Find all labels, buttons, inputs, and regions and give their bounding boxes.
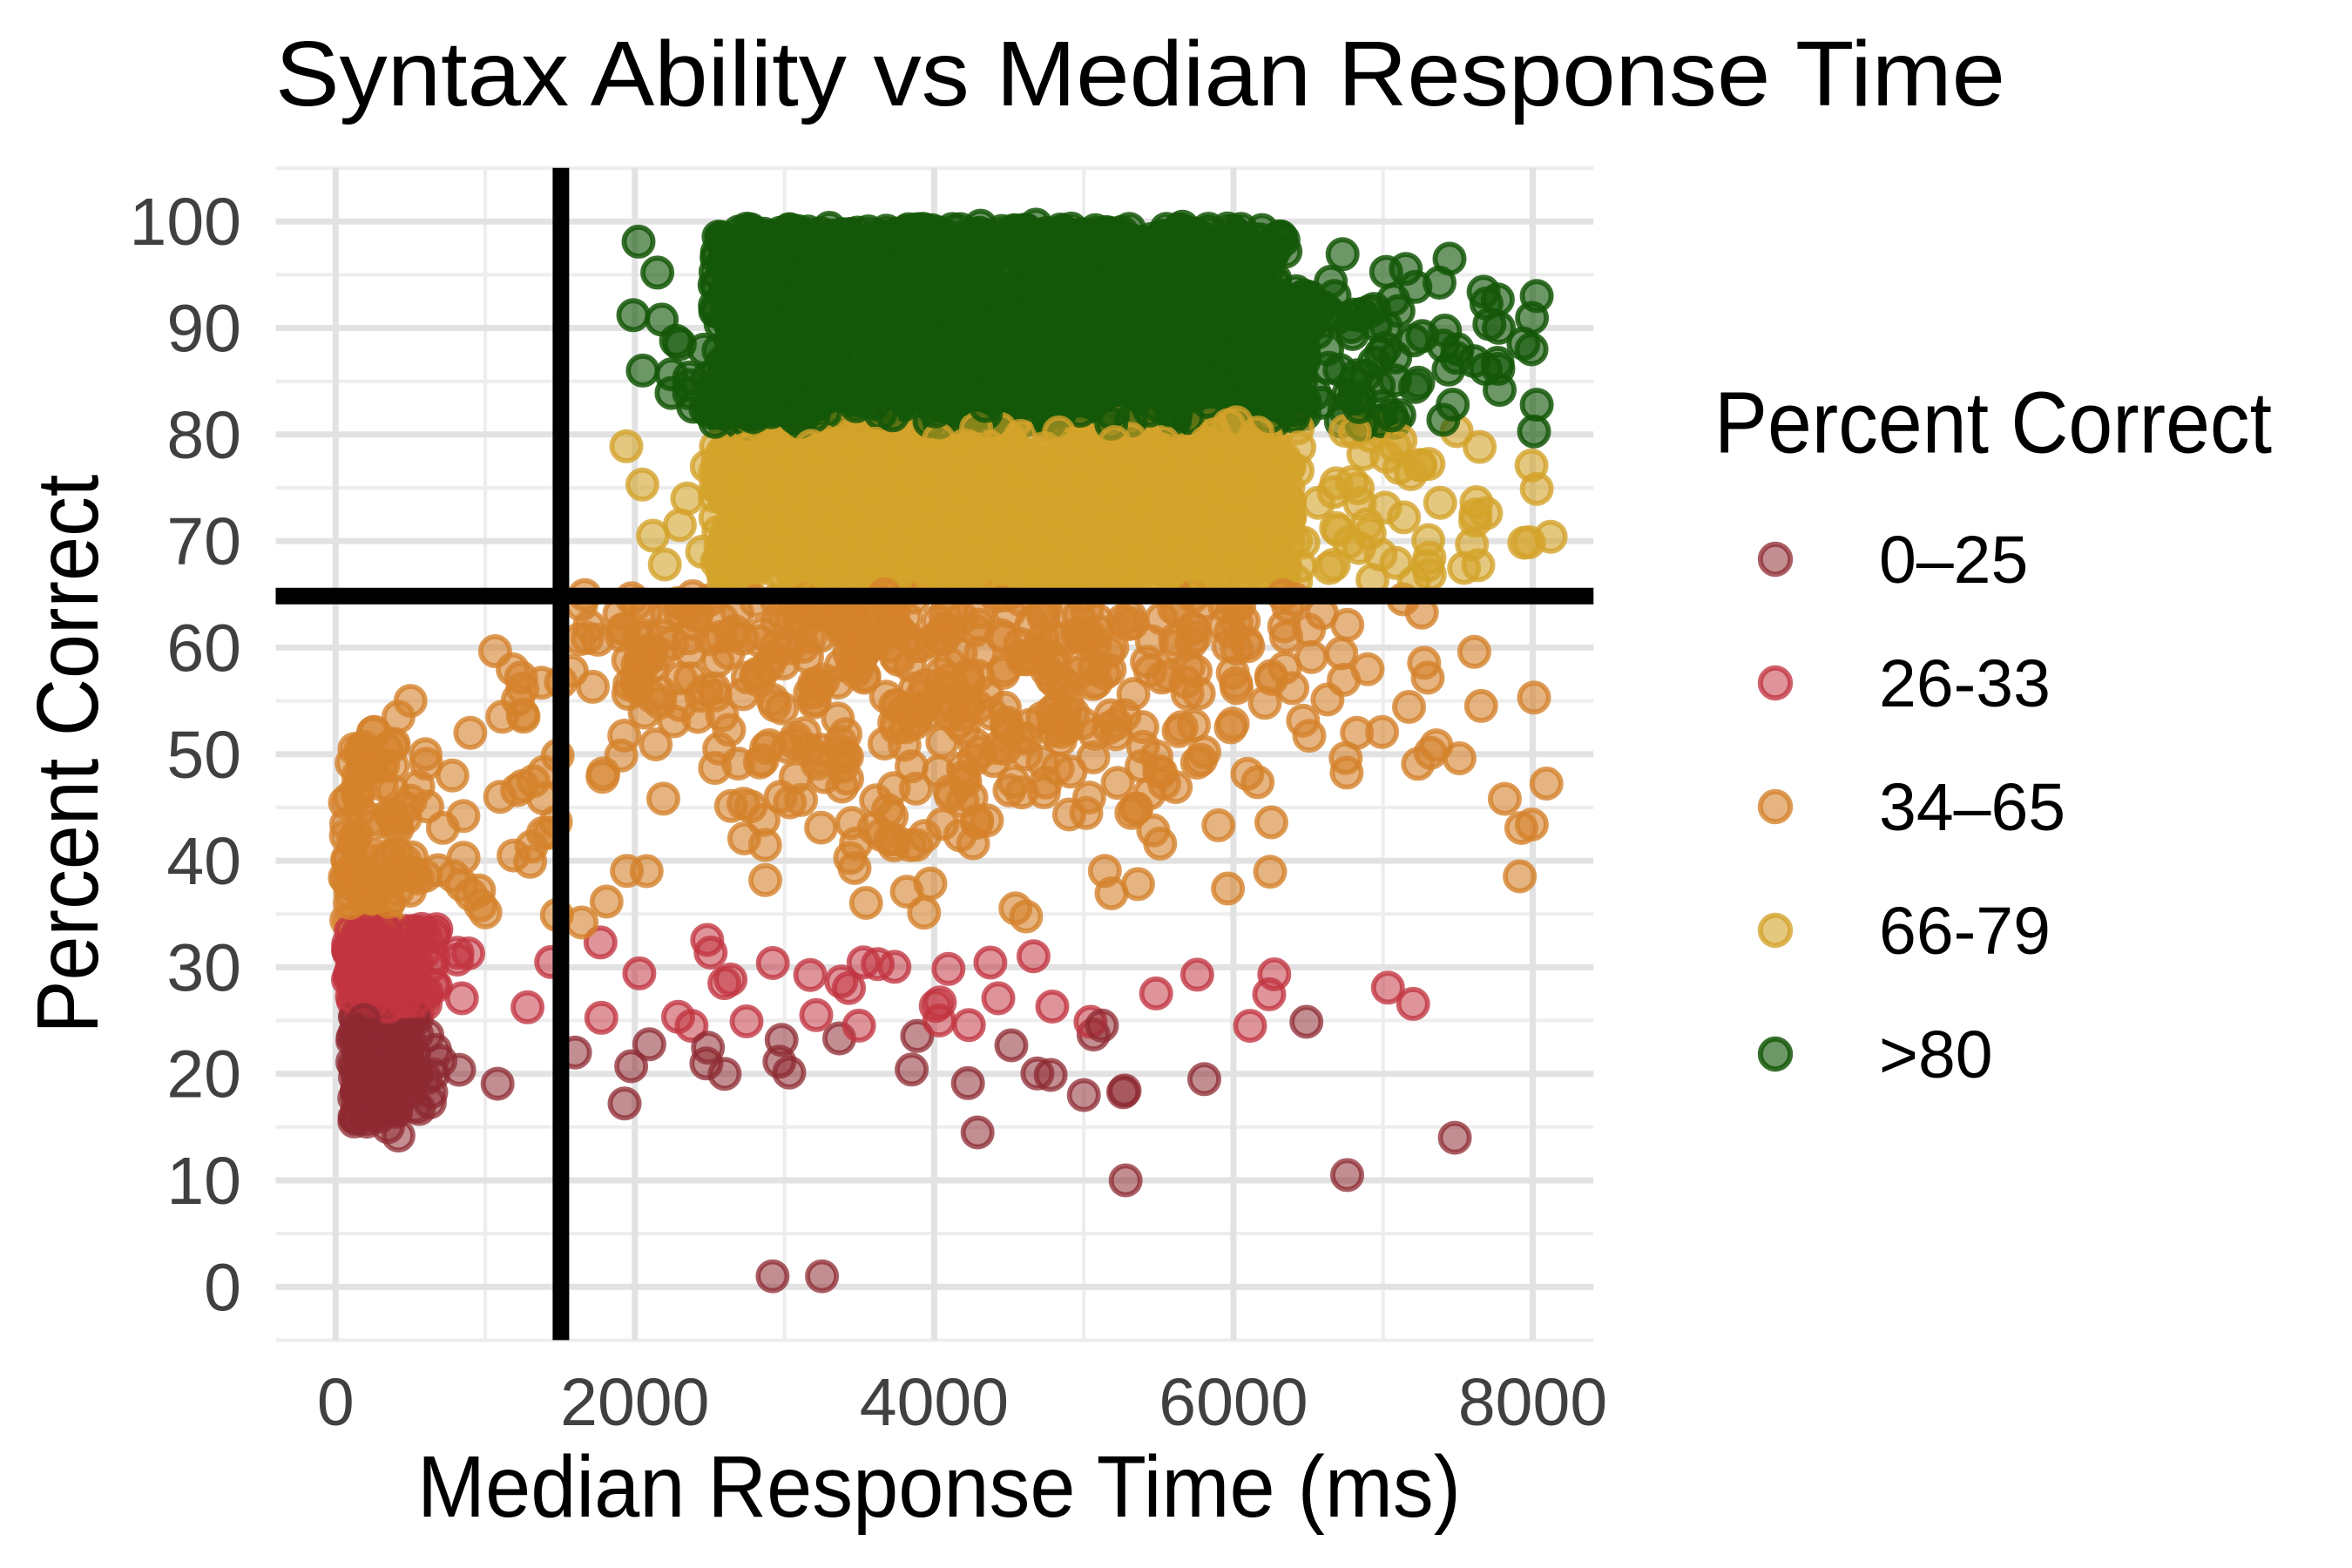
svg-text:90: 90 xyxy=(166,292,241,367)
svg-text:100: 100 xyxy=(130,185,241,260)
svg-text:70: 70 xyxy=(166,504,241,579)
svg-text:6000: 6000 xyxy=(1159,1365,1308,1440)
svg-text:34–65: 34–65 xyxy=(1879,770,2065,845)
svg-text:0: 0 xyxy=(317,1365,355,1440)
svg-text:2000: 2000 xyxy=(560,1365,709,1440)
svg-text:8000: 8000 xyxy=(1458,1365,1607,1440)
svg-text:Median Response Time (ms): Median Response Time (ms) xyxy=(417,1438,1461,1536)
svg-text:0: 0 xyxy=(204,1250,241,1325)
svg-text:Syntax Ability vs Median Respo: Syntax Ability vs Median Response Time xyxy=(275,23,2005,125)
svg-text:Percent Correct: Percent Correct xyxy=(19,474,117,1033)
svg-text:40: 40 xyxy=(166,824,241,899)
svg-text:4000: 4000 xyxy=(860,1365,1009,1440)
svg-text:26-33: 26-33 xyxy=(1879,646,2051,721)
svg-text:80: 80 xyxy=(166,398,241,473)
svg-text:20: 20 xyxy=(166,1037,241,1112)
svg-text:66-79: 66-79 xyxy=(1879,894,2051,969)
svg-text:>80: >80 xyxy=(1879,1017,1993,1092)
svg-text:60: 60 xyxy=(166,611,241,686)
svg-text:30: 30 xyxy=(166,930,241,1005)
svg-text:0–25: 0–25 xyxy=(1879,523,2028,598)
svg-text:50: 50 xyxy=(166,718,241,793)
svg-text:Percent Correct: Percent Correct xyxy=(1714,375,2272,472)
svg-text:10: 10 xyxy=(166,1144,241,1219)
